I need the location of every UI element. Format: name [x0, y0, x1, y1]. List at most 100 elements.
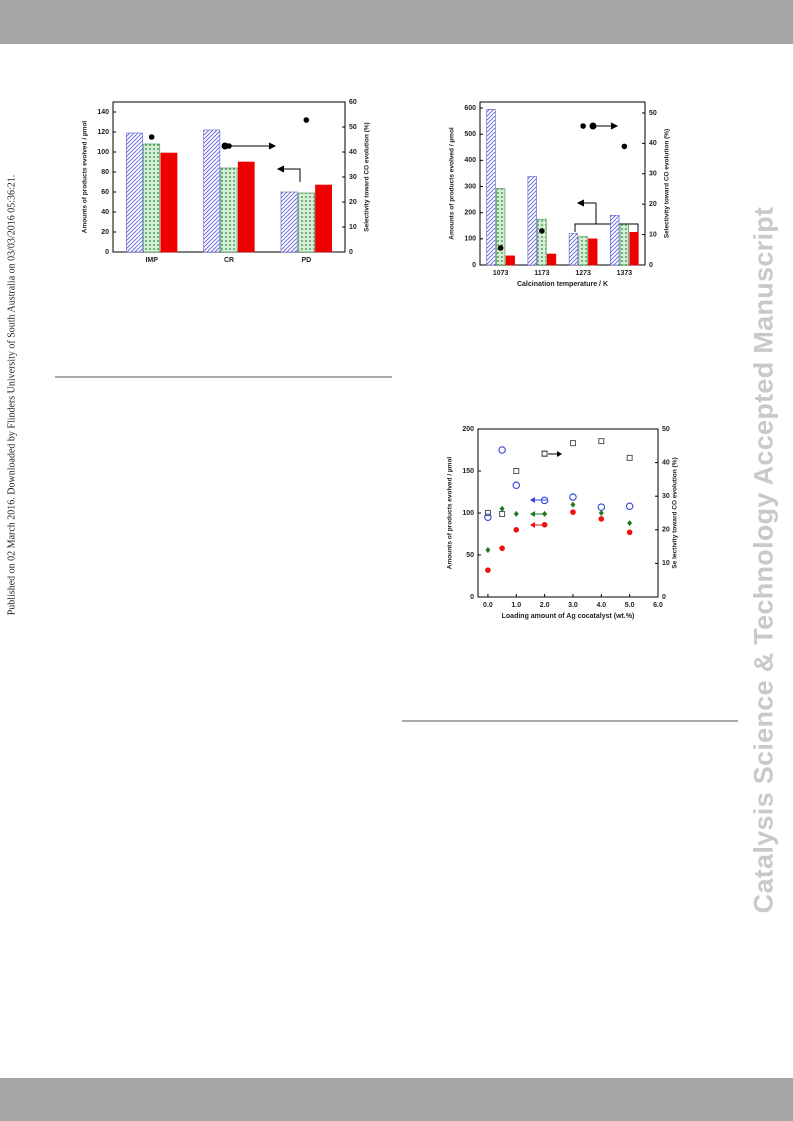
y-tick-label: 100 — [462, 510, 474, 517]
y2-tick-label: 20 — [662, 527, 670, 534]
y-tick-label: 150 — [462, 468, 474, 475]
x-tick-label: 1373 — [617, 270, 633, 277]
y-axis-label: Amounts of products evolved / µmol — [447, 457, 454, 570]
chart: 0 100 200 300 400 500 600 0 10 20 30 40 50 Amounts of… — [449, 101, 671, 288]
point — [540, 496, 549, 505]
y2-tick-label: 20 — [349, 199, 357, 206]
point — [570, 501, 576, 508]
x-axis-label: Calcination temperature / K — [517, 281, 608, 288]
x-tick-label: 0.0 — [483, 602, 493, 609]
point — [625, 502, 634, 511]
point — [513, 510, 519, 517]
bar — [495, 188, 506, 266]
x-tick-label: 1173 — [534, 270, 549, 277]
point — [484, 510, 491, 516]
point — [541, 521, 548, 528]
y-tick-label: 120 — [97, 129, 109, 136]
point — [580, 123, 586, 129]
y-tick-label: 0 — [472, 262, 476, 269]
y-tick-label: 0 — [470, 594, 474, 601]
y-tick-label: 200 — [464, 210, 476, 217]
y2-tick-label: 0 — [349, 249, 353, 256]
x-tick-label: 5.0 — [625, 602, 635, 609]
point — [499, 505, 505, 512]
y-tick-label: 100 — [464, 236, 476, 243]
point — [569, 440, 576, 447]
y2-tick-label: 50 — [349, 124, 357, 131]
bar — [629, 231, 639, 266]
y-tick-label: 0 — [105, 249, 109, 256]
x-tick-label: 2.0 — [540, 602, 550, 609]
y2-tick-label: 30 — [349, 174, 357, 181]
bar — [537, 218, 547, 266]
point — [148, 134, 155, 140]
side-note: Published on 02 March 2016. Downloaded b… — [6, 174, 18, 616]
point — [627, 520, 633, 527]
y-tick-label: 80 — [101, 169, 109, 176]
point — [512, 481, 521, 490]
y-tick-label: 60 — [101, 189, 109, 196]
bar — [588, 238, 598, 266]
point — [513, 527, 520, 533]
bar — [619, 224, 630, 266]
bar — [280, 191, 298, 253]
y-tick-label: 20 — [101, 229, 109, 236]
plot-frame — [479, 101, 646, 266]
point — [598, 516, 605, 522]
point — [484, 513, 492, 521]
y2-tick-label: 50 — [662, 426, 670, 433]
x-tick-label: PD — [301, 257, 311, 264]
point — [499, 545, 505, 552]
point — [541, 450, 548, 457]
y-axis-label: Amounts of products evolved / µmol — [449, 127, 456, 240]
x-axis-label: Loading amount of Ag cocatalyst (wt.%) — [502, 613, 635, 620]
point — [621, 143, 628, 150]
y2-tick-label: 10 — [662, 560, 670, 567]
bar — [203, 129, 221, 253]
bar — [143, 143, 161, 253]
point — [497, 245, 504, 251]
rule — [55, 376, 392, 378]
point — [499, 511, 506, 518]
y-tick-label: 200 — [462, 426, 474, 433]
bar — [568, 233, 579, 266]
y2-tick-label: 40 — [349, 149, 357, 156]
y-tick-label: 100 — [97, 149, 109, 156]
y-tick-label: 500 — [464, 131, 476, 138]
y-tick-label: 400 — [464, 157, 476, 164]
x-tick-label: 6.0 — [653, 602, 663, 609]
point — [598, 438, 605, 445]
y2-tick-label: 0 — [662, 594, 666, 601]
y2-tick-label: 10 — [349, 224, 357, 231]
point — [569, 493, 577, 501]
y2-tick-label: 60 — [349, 99, 357, 106]
y2-axis-label: Selectivity toward CO evolution (%) — [664, 129, 671, 238]
bar — [546, 253, 557, 266]
bar — [505, 255, 515, 266]
x-tick-label: 1073 — [493, 270, 509, 277]
y-tick-label: 600 — [464, 105, 476, 112]
y2-tick-label: 50 — [649, 110, 657, 117]
annotation — [530, 450, 562, 528]
point — [598, 510, 604, 516]
header-bar — [0, 0, 793, 44]
y2-tick-label: 20 — [649, 201, 657, 208]
point — [513, 468, 520, 474]
y2-tick-label: 40 — [662, 459, 670, 466]
rule — [402, 720, 738, 722]
x-tick-label: 4.0 — [596, 602, 606, 609]
point — [485, 546, 491, 553]
point — [303, 117, 310, 123]
bar — [578, 236, 588, 266]
y-tick-label: 300 — [464, 183, 476, 190]
point — [542, 510, 548, 517]
x-tick-label: CR — [224, 257, 234, 264]
bar — [610, 214, 620, 266]
y2-tick-label: 40 — [649, 140, 657, 147]
y2-tick-label: 10 — [649, 231, 657, 238]
bar — [126, 132, 143, 253]
y-axis-label: Amounts of products evolved / µmol — [82, 121, 89, 234]
annotation — [574, 122, 639, 232]
point — [485, 567, 491, 573]
